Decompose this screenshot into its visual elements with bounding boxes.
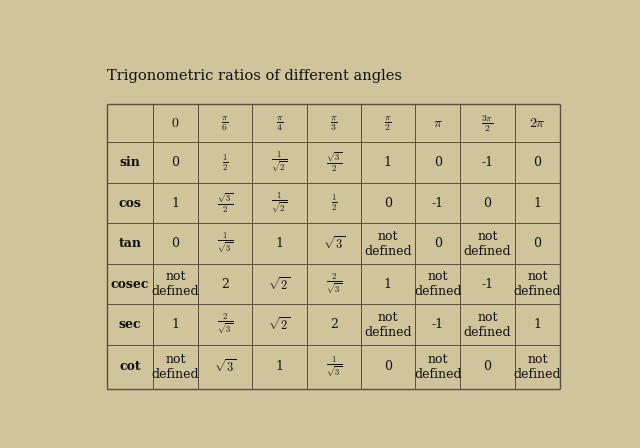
Text: 0: 0 — [533, 156, 541, 169]
Text: 0: 0 — [434, 156, 442, 169]
Text: $\frac{2}{\sqrt{3}}$: $\frac{2}{\sqrt{3}}$ — [326, 271, 342, 297]
Text: $\frac{1}{2}$: $\frac{1}{2}$ — [330, 193, 337, 213]
Text: $\pi$: $\pi$ — [433, 116, 443, 130]
Text: $\frac{1}{\sqrt{3}}$: $\frac{1}{\sqrt{3}}$ — [217, 231, 234, 256]
Text: 1: 1 — [533, 197, 541, 210]
Text: cot: cot — [119, 361, 141, 374]
Text: -1: -1 — [481, 278, 493, 291]
Text: 0: 0 — [533, 237, 541, 250]
Text: not
defined: not defined — [414, 353, 461, 381]
Text: not
defined: not defined — [152, 270, 199, 298]
Text: -1: -1 — [432, 318, 444, 331]
Text: $\frac{\sqrt{3}}{2}$: $\frac{\sqrt{3}}{2}$ — [326, 151, 342, 174]
Text: cos: cos — [118, 197, 141, 210]
Text: not
defined: not defined — [414, 270, 461, 298]
Text: $\frac{\sqrt{3}}{2}$: $\frac{\sqrt{3}}{2}$ — [217, 192, 234, 215]
Text: 1: 1 — [172, 318, 179, 331]
Text: $\frac{2}{\sqrt{3}}$: $\frac{2}{\sqrt{3}}$ — [217, 312, 234, 337]
Text: $\sqrt{3}$: $\sqrt{3}$ — [323, 235, 345, 252]
Text: 0: 0 — [384, 197, 392, 210]
Text: 0: 0 — [484, 197, 492, 210]
Text: 0: 0 — [434, 237, 442, 250]
Text: not
defined: not defined — [364, 230, 412, 258]
Text: not
defined: not defined — [464, 310, 511, 339]
Text: $\frac{1}{\sqrt{2}}$: $\frac{1}{\sqrt{2}}$ — [271, 150, 287, 175]
Text: $2\pi$: $2\pi$ — [529, 116, 546, 130]
Text: sin: sin — [120, 156, 140, 169]
Text: 2: 2 — [221, 278, 229, 291]
Text: $\frac{3\pi}{2}$: $\frac{3\pi}{2}$ — [481, 112, 494, 134]
Text: $\sqrt{2}$: $\sqrt{2}$ — [268, 276, 291, 293]
Text: cosec: cosec — [111, 278, 149, 291]
Text: $\sqrt{2}$: $\sqrt{2}$ — [268, 316, 291, 333]
Text: $\mathbf{0}$: $\mathbf{0}$ — [172, 116, 180, 130]
Text: $\frac{1}{\sqrt{2}}$: $\frac{1}{\sqrt{2}}$ — [271, 190, 287, 216]
Text: $\frac{1}{\sqrt{3}}$: $\frac{1}{\sqrt{3}}$ — [326, 354, 342, 379]
Text: $\frac{1}{2}$: $\frac{1}{2}$ — [222, 152, 228, 173]
Text: 1: 1 — [533, 318, 541, 331]
Text: $\frac{\pi}{4}$: $\frac{\pi}{4}$ — [276, 114, 284, 133]
Text: -1: -1 — [432, 197, 444, 210]
Text: 1: 1 — [384, 278, 392, 291]
Text: not
defined: not defined — [152, 353, 199, 381]
Text: $\sqrt{3}$: $\sqrt{3}$ — [214, 358, 236, 375]
Text: not
defined: not defined — [364, 310, 412, 339]
Text: 0: 0 — [172, 237, 179, 250]
Text: not
defined: not defined — [513, 270, 561, 298]
Text: Trigonometric ratios of different angles: Trigonometric ratios of different angles — [108, 69, 403, 83]
Text: 0: 0 — [484, 361, 492, 374]
Text: -1: -1 — [481, 156, 493, 169]
Text: tan: tan — [118, 237, 141, 250]
Text: $\frac{\pi}{2}$: $\frac{\pi}{2}$ — [384, 114, 392, 133]
Text: 0: 0 — [172, 156, 179, 169]
Text: 1: 1 — [275, 237, 284, 250]
Text: 1: 1 — [275, 361, 284, 374]
Text: 2: 2 — [330, 318, 338, 331]
Text: $\frac{\pi}{6}$: $\frac{\pi}{6}$ — [221, 114, 229, 133]
Text: 1: 1 — [384, 156, 392, 169]
Text: not
defined: not defined — [464, 230, 511, 258]
Text: 0: 0 — [384, 361, 392, 374]
Text: 1: 1 — [172, 197, 179, 210]
Text: not
defined: not defined — [513, 353, 561, 381]
Text: $\frac{\pi}{3}$: $\frac{\pi}{3}$ — [330, 114, 337, 133]
Text: sec: sec — [118, 318, 141, 331]
